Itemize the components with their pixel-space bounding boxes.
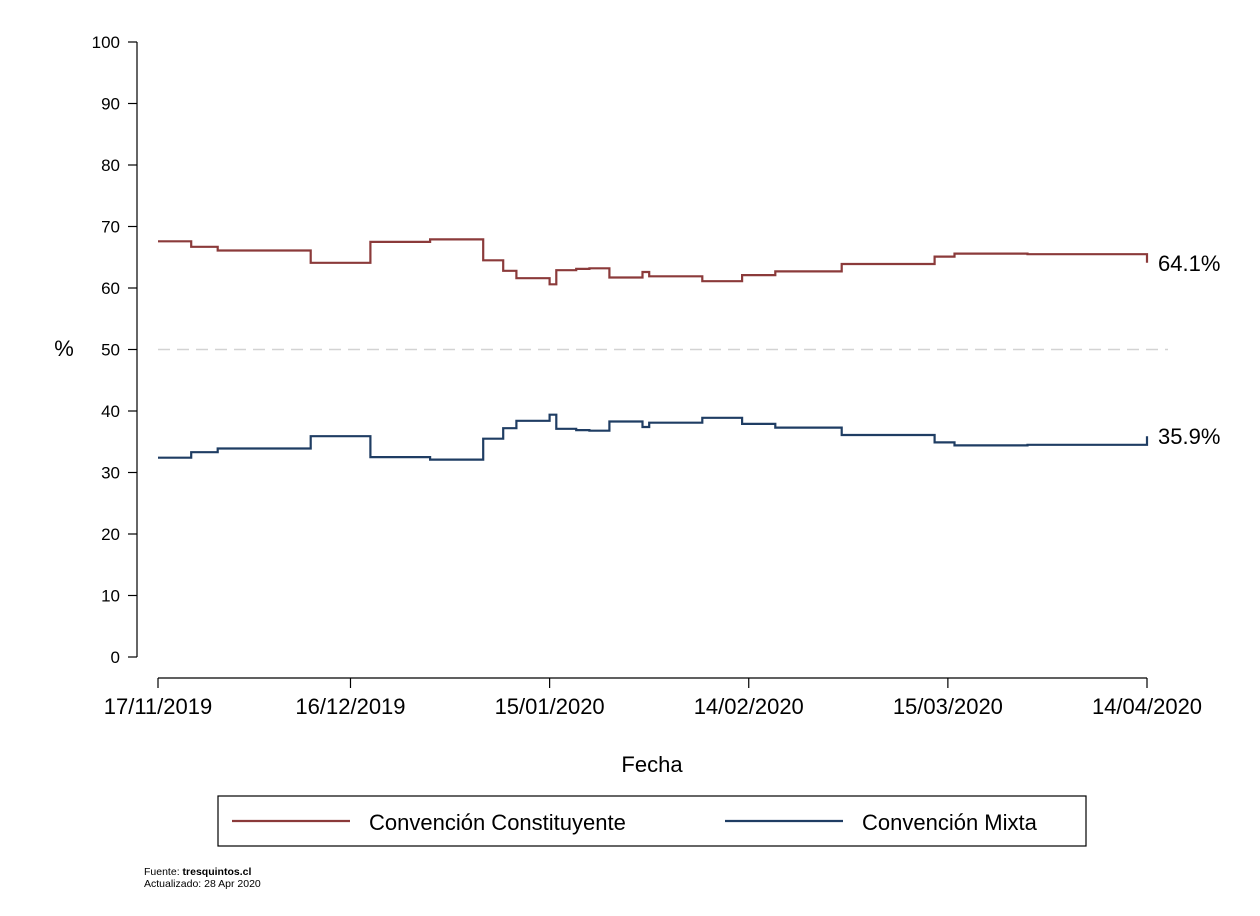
source-site: tresquintos.cl: [182, 866, 252, 878]
y-tick-label-70: 70: [101, 218, 120, 237]
y-tick-label-90: 90: [101, 95, 120, 114]
x-tick-label-1: 16/12/2019: [295, 694, 405, 719]
legend: Convención Constituyente Convención Mixt…: [217, 795, 1087, 847]
end-labels: 64.1% 35.9%: [1158, 251, 1220, 449]
y-tick-label-40: 40: [101, 402, 120, 421]
y-tick-label-80: 80: [101, 156, 120, 175]
y-axis-title: %: [54, 336, 74, 361]
legend-box: [217, 795, 1087, 847]
y-tick-label-30: 30: [101, 464, 120, 483]
x-axis-title: Fecha: [621, 752, 683, 777]
x-tick-label-5: 14/04/2020: [1092, 694, 1202, 719]
source-line: Fuente: tresquintos.cl: [144, 866, 261, 878]
legend-label-mixta: Convención Mixta: [862, 810, 1038, 835]
source-note: Fuente: tresquintos.cl Actualizado: 28 A…: [144, 866, 261, 890]
series-layer: [158, 238, 1149, 461]
y-tick-label-100: 100: [92, 33, 120, 52]
legend-label-constituyente: Convención Constituyente: [369, 810, 626, 835]
y-tick-label-20: 20: [101, 525, 120, 544]
end-label-1: 35.9%: [1158, 424, 1220, 449]
y-tick-label-10: 10: [101, 587, 120, 606]
y-tick-label-60: 60: [101, 279, 120, 298]
x-tick-label-3: 14/02/2020: [694, 694, 804, 719]
updated-line: Actualizado: 28 Apr 2020: [144, 878, 261, 890]
x-tick-label-4: 15/03/2020: [893, 694, 1003, 719]
y-axis: 0 10 20 30 40 50 60 70 80 90 100: [92, 33, 138, 667]
x-axis: 17/11/2019 16/12/2019 15/01/2020 14/02/2020…: [104, 677, 1202, 719]
y-tick-label-50: 50: [101, 341, 120, 360]
x-tick-label-2: 15/01/2020: [495, 694, 605, 719]
series-line-1: [158, 413, 1149, 461]
end-label-0: 64.1%: [1158, 251, 1220, 276]
x-tick-label-0: 17/11/2019: [104, 694, 212, 719]
y-tick-label-0: 0: [111, 648, 120, 667]
series-line-0: [158, 238, 1149, 286]
source-prefix: Fuente:: [144, 866, 183, 878]
